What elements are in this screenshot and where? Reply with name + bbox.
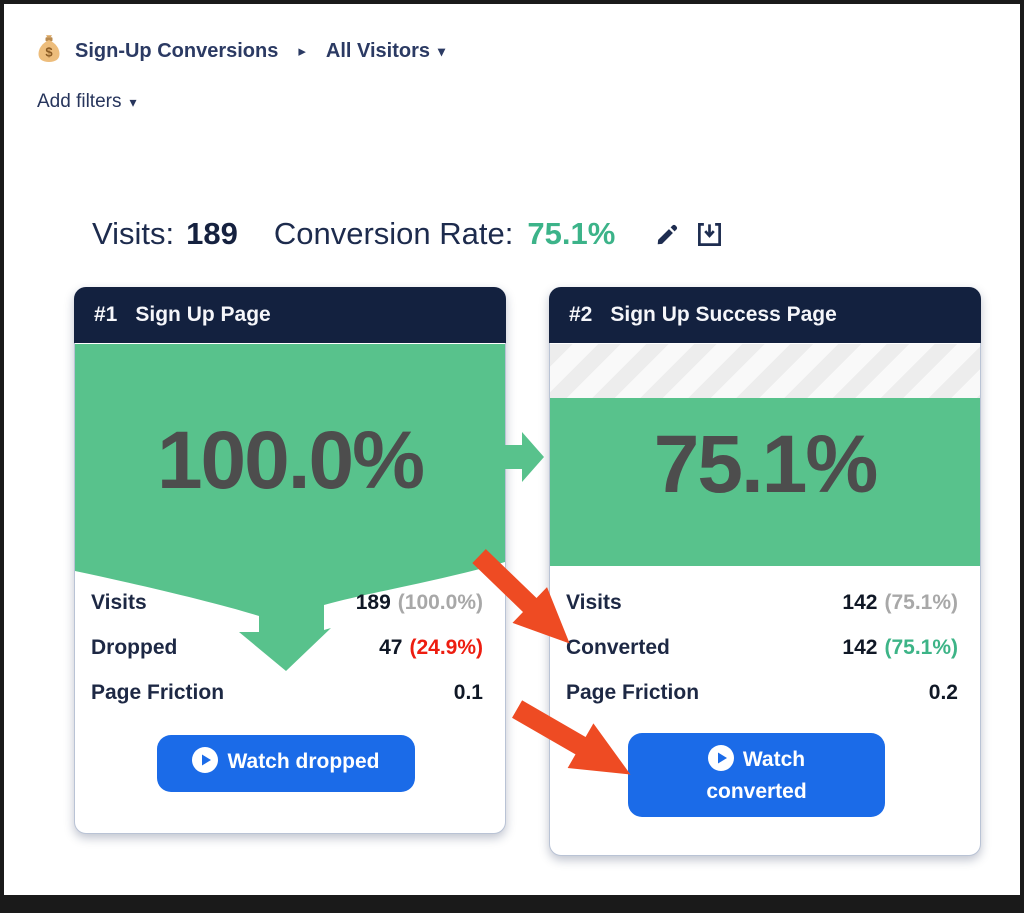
audience-dropdown[interactable]: All Visitors ▾ xyxy=(326,40,445,63)
step-2-converted-row: Converted 142 (75.1%) xyxy=(566,633,958,663)
export-download-icon[interactable] xyxy=(696,221,723,248)
annotation-arrow-converted-icon xyxy=(460,537,588,663)
summary-bar: Visits: 189 Conversion Rate: 75.1% xyxy=(92,216,723,252)
visits-label: Visits: xyxy=(92,216,175,251)
step-2-header: #2 Sign Up Success Page xyxy=(549,287,981,343)
row-value: 142 xyxy=(842,591,878,614)
row-label: Visits xyxy=(566,591,622,614)
funnel-step-card-2: #2 Sign Up Success Page 75.1% Visits 142… xyxy=(549,287,981,856)
row-label: Page Friction xyxy=(566,681,700,704)
play-icon xyxy=(192,746,219,780)
conversion-rate-value: 75.1% xyxy=(527,216,616,251)
row-value: 47 xyxy=(379,636,403,659)
step-1-visits-row: Visits 189 (100.0%) xyxy=(91,588,483,618)
audience-label: All Visitors xyxy=(325,39,431,62)
step-1-header: #1 Sign Up Page xyxy=(74,287,506,343)
chevron-down-icon: ▾ xyxy=(129,94,137,110)
converted-share-block xyxy=(550,398,980,566)
row-label: Visits xyxy=(91,591,147,614)
funnel-flow-shape xyxy=(75,344,505,671)
step-2-friction-row: Page Friction 0.2 xyxy=(566,678,958,708)
funnel-name: Sign-Up Conversions xyxy=(75,39,279,62)
breadcrumb-separator-icon: ▸ xyxy=(298,43,306,60)
row-label: Page Friction xyxy=(91,681,225,704)
watch-dropped-button[interactable]: Watch dropped xyxy=(157,735,415,792)
watch-converted-button[interactable]: Watch converted xyxy=(628,733,885,817)
row-label: Dropped xyxy=(91,636,178,659)
row-pct: (100.0%) xyxy=(397,591,483,614)
watch-converted-label: Watch converted xyxy=(706,748,807,803)
funnel-step-card-1: #1 Sign Up Page 100.0% Visits 189 (100.0%… xyxy=(74,287,506,834)
row-pct: (75.1%) xyxy=(884,636,958,659)
play-icon xyxy=(707,745,734,778)
add-filters-label: Add filters xyxy=(37,91,122,112)
chevron-down-icon: ▾ xyxy=(438,43,446,59)
step-1-rank: #1 xyxy=(94,303,118,326)
annotation-arrow-watch-button-icon xyxy=(503,685,644,799)
step-2-percent: 75.1% xyxy=(653,419,879,510)
step-2-visits-row: Visits 142 (75.1%) xyxy=(566,588,958,618)
step-1-body: 100.0% Visits 189 (100.0%) Dropped 47 (24.… xyxy=(75,344,505,833)
step-transition-arrow-icon xyxy=(500,428,544,491)
add-filters-dropdown[interactable]: Add filters ▾ xyxy=(37,91,137,113)
row-label: Converted xyxy=(566,636,670,659)
bottom-frame-bar xyxy=(4,895,1020,909)
step-2-title: Sign Up Success Page xyxy=(610,303,837,326)
row-pct: (75.1%) xyxy=(884,591,958,614)
step-1-dropped-row: Dropped 47 (24.9%) xyxy=(91,633,483,663)
step-2-body: 75.1% Visits 142 (75.1%) Converted 142 (75… xyxy=(550,344,980,855)
row-pct: (24.9%) xyxy=(409,636,483,659)
watch-dropped-label: Watch dropped xyxy=(227,749,380,773)
edit-pencil-icon[interactable] xyxy=(655,222,680,247)
step-2-rank: #2 xyxy=(569,303,593,326)
money-bag-icon: $ xyxy=(37,34,61,68)
conversion-rate-label: Conversion Rate: xyxy=(273,216,514,251)
dropped-share-stripes xyxy=(550,344,980,398)
step-1-title: Sign Up Page xyxy=(135,303,271,326)
row-value: 142 xyxy=(842,636,878,659)
visits-value: 189 xyxy=(186,216,238,251)
row-value: 0.1 xyxy=(453,681,483,704)
svg-text:$: $ xyxy=(45,45,53,60)
row-value: 189 xyxy=(355,591,391,614)
step-1-percent: 100.0% xyxy=(156,415,425,506)
breadcrumb: $ Sign-Up Conversions ▸ All Visitors ▾ xyxy=(37,34,445,68)
step-1-friction-row: Page Friction 0.1 xyxy=(91,678,483,708)
row-value: 0.2 xyxy=(928,681,958,704)
